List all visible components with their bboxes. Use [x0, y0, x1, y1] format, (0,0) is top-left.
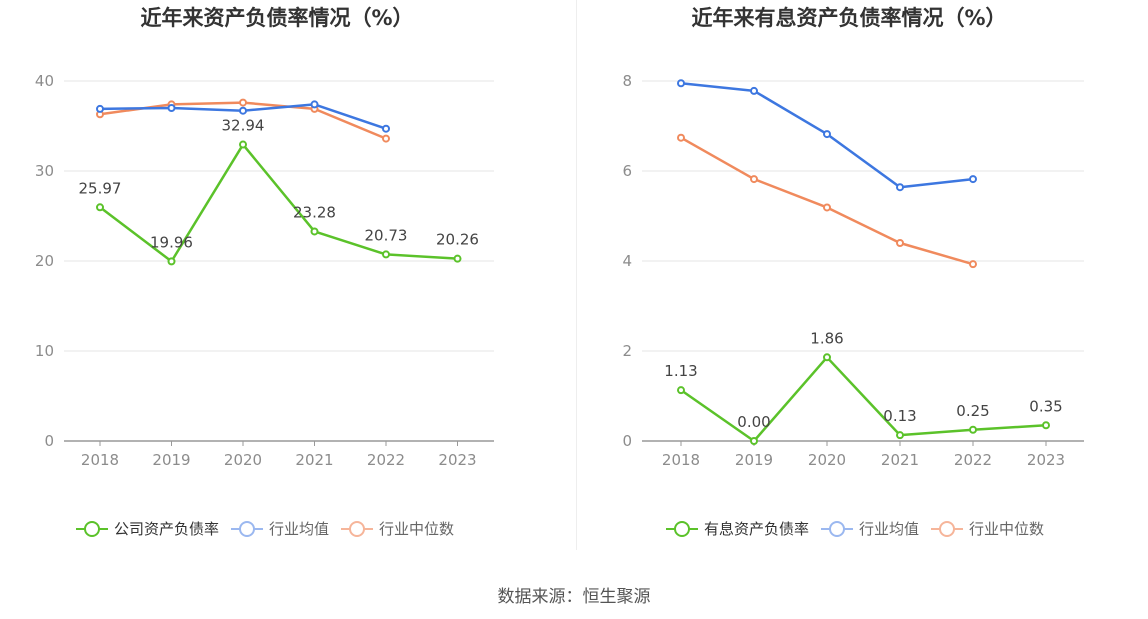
legend-label: 公司资产负债率 [114, 520, 220, 538]
x-tick-label: 2021 [881, 451, 919, 469]
x-tick-label: 2021 [295, 451, 333, 469]
data-point [677, 386, 685, 395]
data-point [750, 175, 758, 184]
series-line-0 [99, 143, 458, 263]
y-tick-label: 6 [622, 162, 632, 180]
line-chart-interest-bearing-liability: 0 2 4 6 8 2018 2019 2020 2021 2022 2023 1.13 0.00 1.8… [622, 72, 1084, 469]
data-point [677, 133, 685, 142]
x-tick-label: 2018 [81, 451, 119, 469]
x-tick-label: 2022 [367, 451, 405, 469]
data-point [310, 100, 319, 109]
data-point [453, 254, 462, 263]
data-point [823, 353, 831, 362]
line-chart-asset-liability: 0 10 20 30 40 2018 2019 2020 2021 2022 2023 25.97 19… [35, 72, 494, 469]
data-point [96, 104, 104, 113]
data-label: 1.86 [810, 329, 843, 347]
data-label: 0.25 [956, 402, 989, 420]
legend-item[interactable]: 行业中位数 [341, 518, 454, 539]
data-label: 0.35 [1029, 397, 1062, 415]
data-point [382, 124, 390, 133]
legend-item[interactable]: 行业均值 [231, 518, 329, 539]
chart-panel-right: 近年来有息资产负债率情况（%） 0 2 4 6 8 2018 2019 2020 2021 202… [574, 0, 1148, 560]
x-tick-label: 2020 [224, 451, 262, 469]
x-tick-label: 2019 [735, 451, 773, 469]
chart-panel-left: 近年来资产负债率情况（%） 0 10 20 30 40 2018 2019 2020 2021 2… [0, 0, 574, 560]
x-tick-label: 2018 [662, 451, 700, 469]
data-point [382, 134, 390, 143]
legend-swatch-icon [931, 519, 964, 539]
legend-swatch-icon [341, 519, 374, 539]
legend: 公司资产负债率 行业均值 行业中位数 [76, 518, 466, 539]
data-point [896, 239, 904, 247]
data-point [896, 431, 904, 440]
legend-item[interactable]: 有息资产负债率 [666, 518, 809, 539]
x-tick-label: 2019 [152, 451, 190, 469]
data-point [969, 260, 977, 269]
y-tick-label: 10 [35, 342, 54, 360]
legend-item[interactable]: 行业均值 [821, 518, 919, 539]
y-tick-label: 20 [35, 252, 54, 270]
x-tick-label: 2023 [438, 451, 476, 469]
data-point [823, 130, 831, 139]
legend-item[interactable]: 公司资产负债率 [76, 518, 219, 539]
data-label: 1.13 [664, 362, 697, 380]
legend-swatch-icon [821, 519, 854, 539]
legend-label: 行业均值 [859, 520, 920, 538]
legend-swatch-icon [231, 519, 264, 539]
y-tick-label: 40 [35, 72, 54, 90]
data-label: 23.28 [293, 203, 336, 221]
legend-swatch-icon [76, 519, 108, 539]
legend: 有息资产负债率 行业均值 行业中位数 [666, 518, 1056, 539]
data-point [167, 257, 176, 266]
data-point [750, 437, 758, 445]
y-tick-label: 30 [35, 162, 54, 180]
legend-label: 有息资产负债率 [704, 520, 810, 538]
x-tick-label: 2022 [954, 451, 992, 469]
data-label: 25.97 [79, 179, 122, 197]
series-line-2 [680, 136, 974, 266]
data-point [382, 250, 390, 259]
legend-label: 行业中位数 [379, 520, 455, 538]
legend-label: 行业均值 [269, 520, 330, 538]
y-tick-label: 4 [622, 252, 632, 270]
y-tick-label: 8 [622, 72, 632, 90]
chart-title: 近年来资产负债率情况（%） [140, 6, 414, 30]
data-label: 19.96 [150, 233, 193, 251]
data-point [823, 203, 831, 212]
data-point [167, 104, 176, 112]
data-label: 0.13 [883, 407, 916, 425]
legend-label: 行业中位数 [969, 520, 1045, 538]
data-label: 0.00 [737, 413, 770, 431]
series-line-0 [680, 356, 1047, 443]
y-tick-label: 0 [622, 432, 632, 450]
y-tick-label: 0 [44, 432, 54, 450]
data-label: 20.73 [365, 226, 408, 244]
data-point [1042, 421, 1050, 430]
legend-item[interactable]: 行业中位数 [931, 518, 1044, 539]
data-point [239, 140, 247, 149]
data-point [96, 203, 104, 212]
data-source: 数据来源：恒生聚源 [497, 587, 651, 607]
panel-divider [576, 0, 577, 550]
data-point [239, 98, 247, 107]
chart-title: 近年来有息资产负债率情况（%） [691, 6, 1007, 30]
x-tick-label: 2020 [808, 451, 846, 469]
data-point [969, 425, 977, 434]
data-point [239, 106, 247, 115]
data-point [310, 227, 319, 236]
data-label: 20.26 [436, 231, 479, 249]
data-point [750, 86, 758, 95]
x-tick-label: 2023 [1027, 451, 1065, 469]
data-point [969, 175, 977, 184]
data-label: 32.94 [222, 117, 265, 135]
legend-swatch-icon [666, 519, 698, 539]
data-point [896, 183, 904, 192]
data-point [677, 79, 685, 88]
y-tick-label: 2 [622, 342, 632, 360]
